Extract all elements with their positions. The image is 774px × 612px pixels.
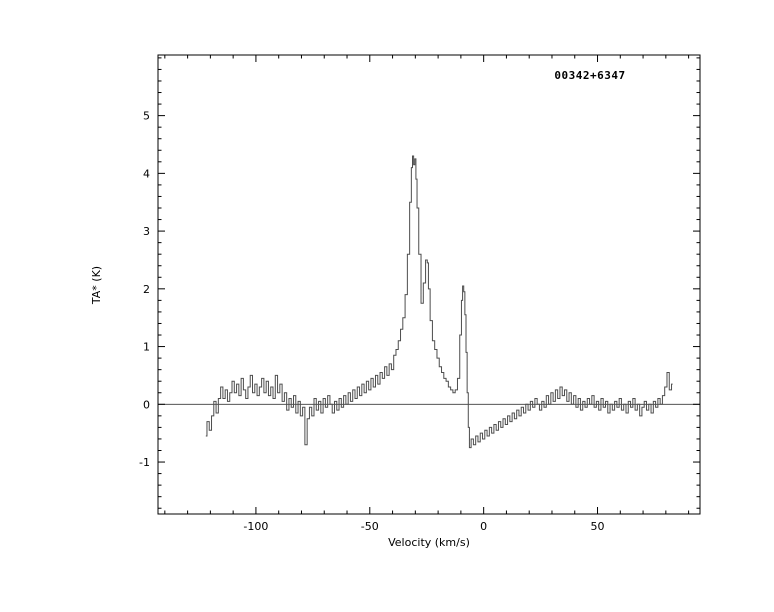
x-tick-label: -50 bbox=[361, 520, 379, 533]
y-tick-label: 0 bbox=[143, 398, 150, 411]
x-tick-label: 0 bbox=[480, 520, 487, 533]
generated-plot-layer: -100 -50 0 50 -1 0 1 2 3 4 5 bbox=[139, 54, 701, 533]
x-tick-label: -100 bbox=[243, 520, 268, 533]
y-tick-label: 2 bbox=[143, 283, 150, 296]
source-name-label: 00342+6347 bbox=[554, 69, 625, 82]
y-tick-label: 1 bbox=[143, 341, 150, 354]
plot-frame bbox=[157, 54, 701, 515]
spectrum-trace bbox=[205, 155, 673, 449]
y-tick-label: 4 bbox=[143, 167, 150, 180]
y-axis-label: TA* (K) bbox=[90, 266, 103, 305]
x-ticks bbox=[164, 55, 690, 514]
y-tick-label: -1 bbox=[139, 456, 150, 469]
x-tick-label: 50 bbox=[591, 520, 605, 533]
y-ticks bbox=[158, 57, 700, 509]
y-tick-label: 3 bbox=[143, 225, 150, 238]
y-tick-label: 5 bbox=[143, 110, 150, 123]
tick-labels: -100 -50 0 50 -1 0 1 2 3 4 5 bbox=[139, 110, 604, 533]
x-axis-label: Velocity (km/s) bbox=[388, 536, 470, 549]
